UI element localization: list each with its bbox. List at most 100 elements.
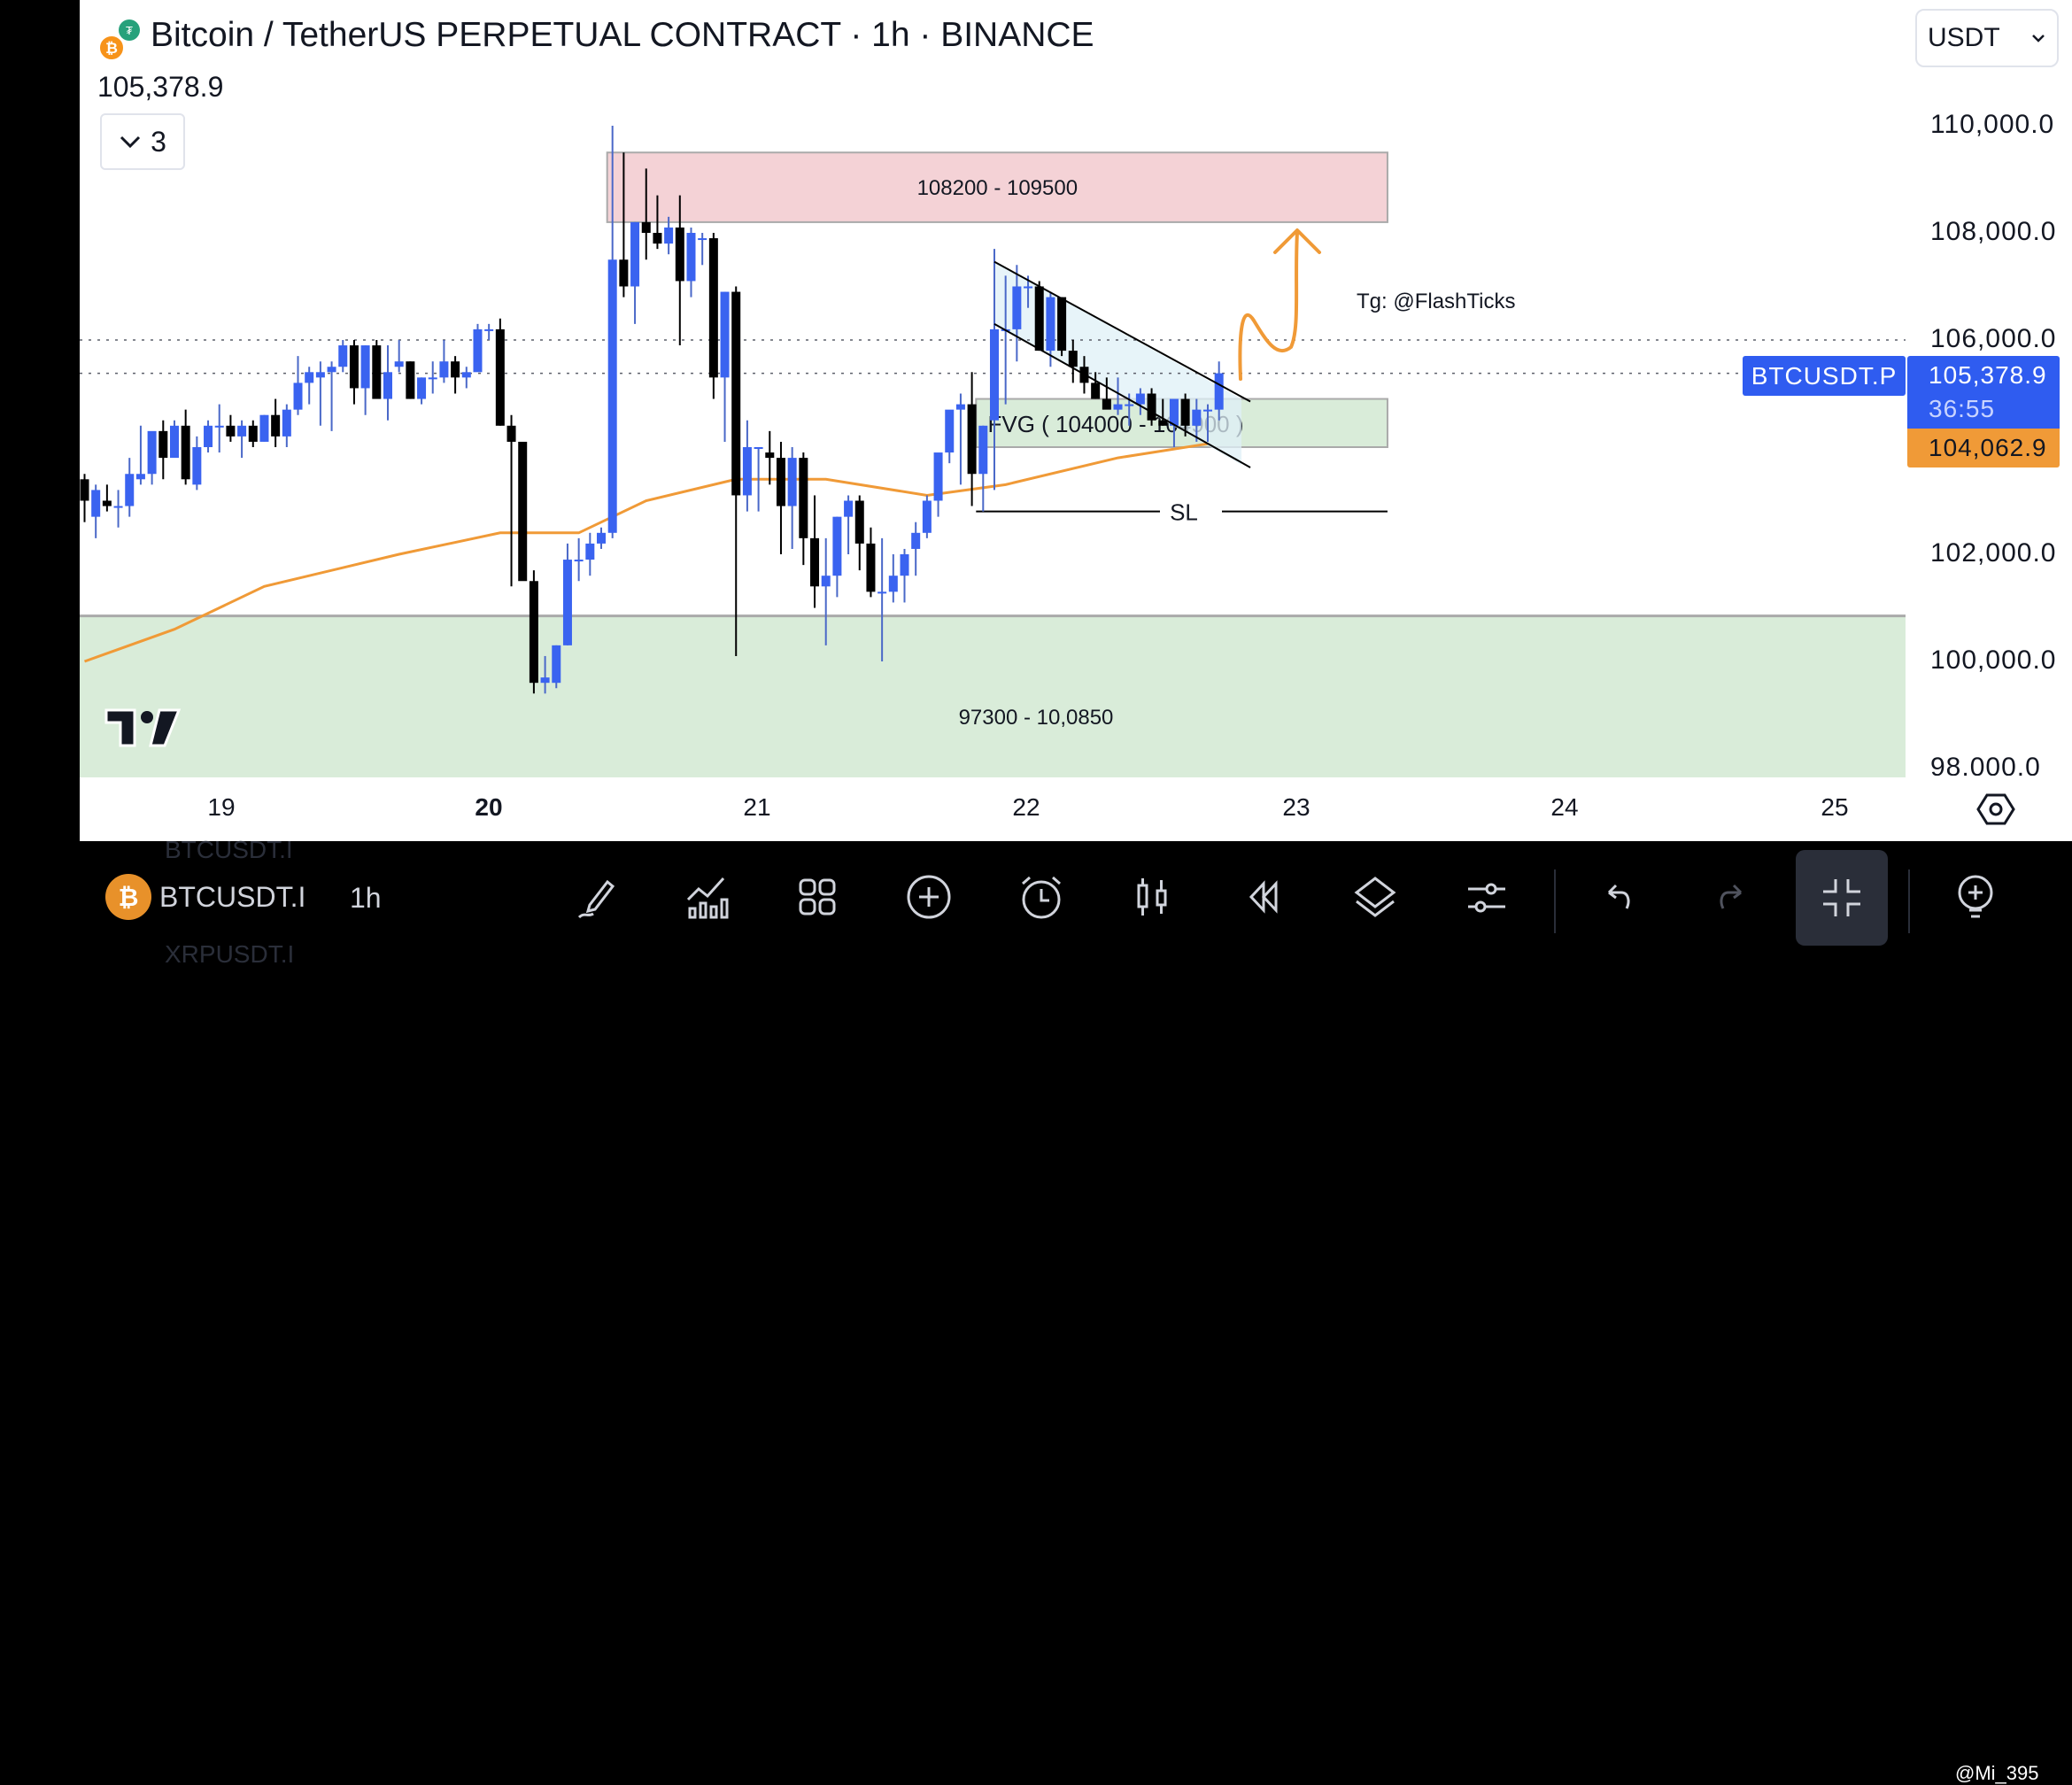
candle (844, 495, 854, 554)
demand-zone (80, 615, 1906, 777)
candle-body (315, 372, 325, 378)
candle-body (585, 543, 595, 560)
candle-body (1135, 393, 1145, 405)
candle (125, 458, 135, 517)
chart-title[interactable]: Bitcoin / TetherUS PERPETUAL CONTRACT · … (151, 16, 1094, 54)
candle-body (878, 591, 887, 594)
candle (955, 393, 965, 485)
add-button[interactable] (900, 868, 958, 926)
candle (1158, 398, 1168, 426)
candle-body (406, 361, 415, 399)
undo-button[interactable] (1589, 868, 1648, 926)
candle (135, 425, 145, 485)
candle-body (1034, 286, 1044, 352)
candle-body (675, 227, 684, 282)
candle (349, 340, 359, 405)
chart-settings-icon[interactable] (1976, 792, 2015, 827)
candle-body (1180, 398, 1190, 426)
candle-body (854, 500, 864, 544)
indicators-count: 3 (151, 125, 166, 158)
currency-select[interactable]: USDT (1915, 9, 2059, 67)
candle (147, 430, 157, 485)
indicators-toggle-button[interactable]: 3 (100, 113, 185, 170)
last-price: 105,378.9 (97, 71, 224, 103)
interval-button[interactable]: 1h (350, 882, 382, 914)
candle-body (799, 458, 808, 538)
candle (888, 554, 898, 603)
candle (1102, 377, 1111, 410)
candle-body (1192, 409, 1202, 426)
grid-icon (799, 878, 836, 916)
replay-icon (1249, 880, 1278, 914)
layers-icon (1354, 877, 1396, 917)
candle (461, 367, 471, 389)
supply-zone (606, 151, 1388, 223)
collapse-icon (1823, 879, 1860, 916)
candle (686, 227, 696, 298)
candle (1012, 265, 1022, 362)
candle (585, 532, 595, 576)
candle-body (955, 404, 965, 410)
candle (518, 441, 528, 582)
candle-body (540, 677, 550, 684)
candle-body (776, 458, 785, 506)
candle-body (607, 259, 617, 533)
candles-icon (1137, 878, 1167, 916)
coin-pair-icon: ₮ ₿ (97, 18, 151, 64)
candle (641, 168, 651, 260)
candle (383, 345, 392, 421)
price-tick: 102,000.0 (1930, 538, 2057, 568)
candle (259, 414, 269, 442)
candle-body (832, 516, 842, 576)
candle (248, 420, 258, 447)
candle (619, 152, 629, 298)
channel-fill (993, 261, 1242, 465)
candle (113, 490, 123, 528)
candle (226, 414, 236, 442)
demand-zone-label: 97300 - 10,0850 (959, 706, 1114, 730)
candle-body (933, 452, 943, 501)
candle-body (720, 291, 730, 378)
settings-button[interactable] (1457, 868, 1516, 926)
candle (282, 404, 291, 447)
candle-body (1012, 286, 1022, 329)
candle-body (372, 345, 382, 399)
candle-body (1068, 351, 1078, 367)
candle-body (214, 425, 224, 428)
undo-icon (1607, 884, 1630, 909)
candle-body (619, 259, 629, 287)
candle-body (866, 543, 876, 592)
alert-button[interactable] (1012, 868, 1071, 926)
chevron-down-icon (2032, 35, 2045, 42)
candle (406, 361, 415, 399)
candle-body (1057, 297, 1067, 352)
chart-type-button[interactable] (1123, 868, 1181, 926)
toolbar-divider (1554, 869, 1556, 933)
drawing-tools-button[interactable] (567, 868, 625, 926)
indicators-button[interactable] (677, 868, 736, 926)
redo-button[interactable] (1702, 868, 1760, 926)
exit-fullscreen-button[interactable] (1796, 850, 1888, 946)
candle (495, 318, 505, 426)
time-tick: 19 (207, 793, 236, 821)
candle (664, 216, 674, 255)
candle (451, 356, 460, 394)
add-alert-button[interactable] (1946, 868, 2005, 926)
candle (484, 323, 494, 340)
candle-body (1113, 404, 1123, 410)
bar-countdown: 36:55 (1929, 395, 1996, 422)
candle-body (91, 490, 101, 517)
candle (1203, 404, 1212, 442)
toolbar-divider (1908, 869, 1910, 933)
candle (80, 474, 89, 522)
alarm-icon (1022, 876, 1061, 919)
candle-body (451, 361, 460, 378)
layouts-button[interactable] (788, 868, 847, 926)
candle (204, 420, 213, 453)
symbol-button[interactable]: ₿ BTCUSDT.I (104, 873, 305, 921)
candle (158, 420, 168, 480)
replay-button[interactable] (1233, 868, 1292, 926)
object-tree-button[interactable] (1346, 868, 1404, 926)
candle (1091, 372, 1101, 399)
